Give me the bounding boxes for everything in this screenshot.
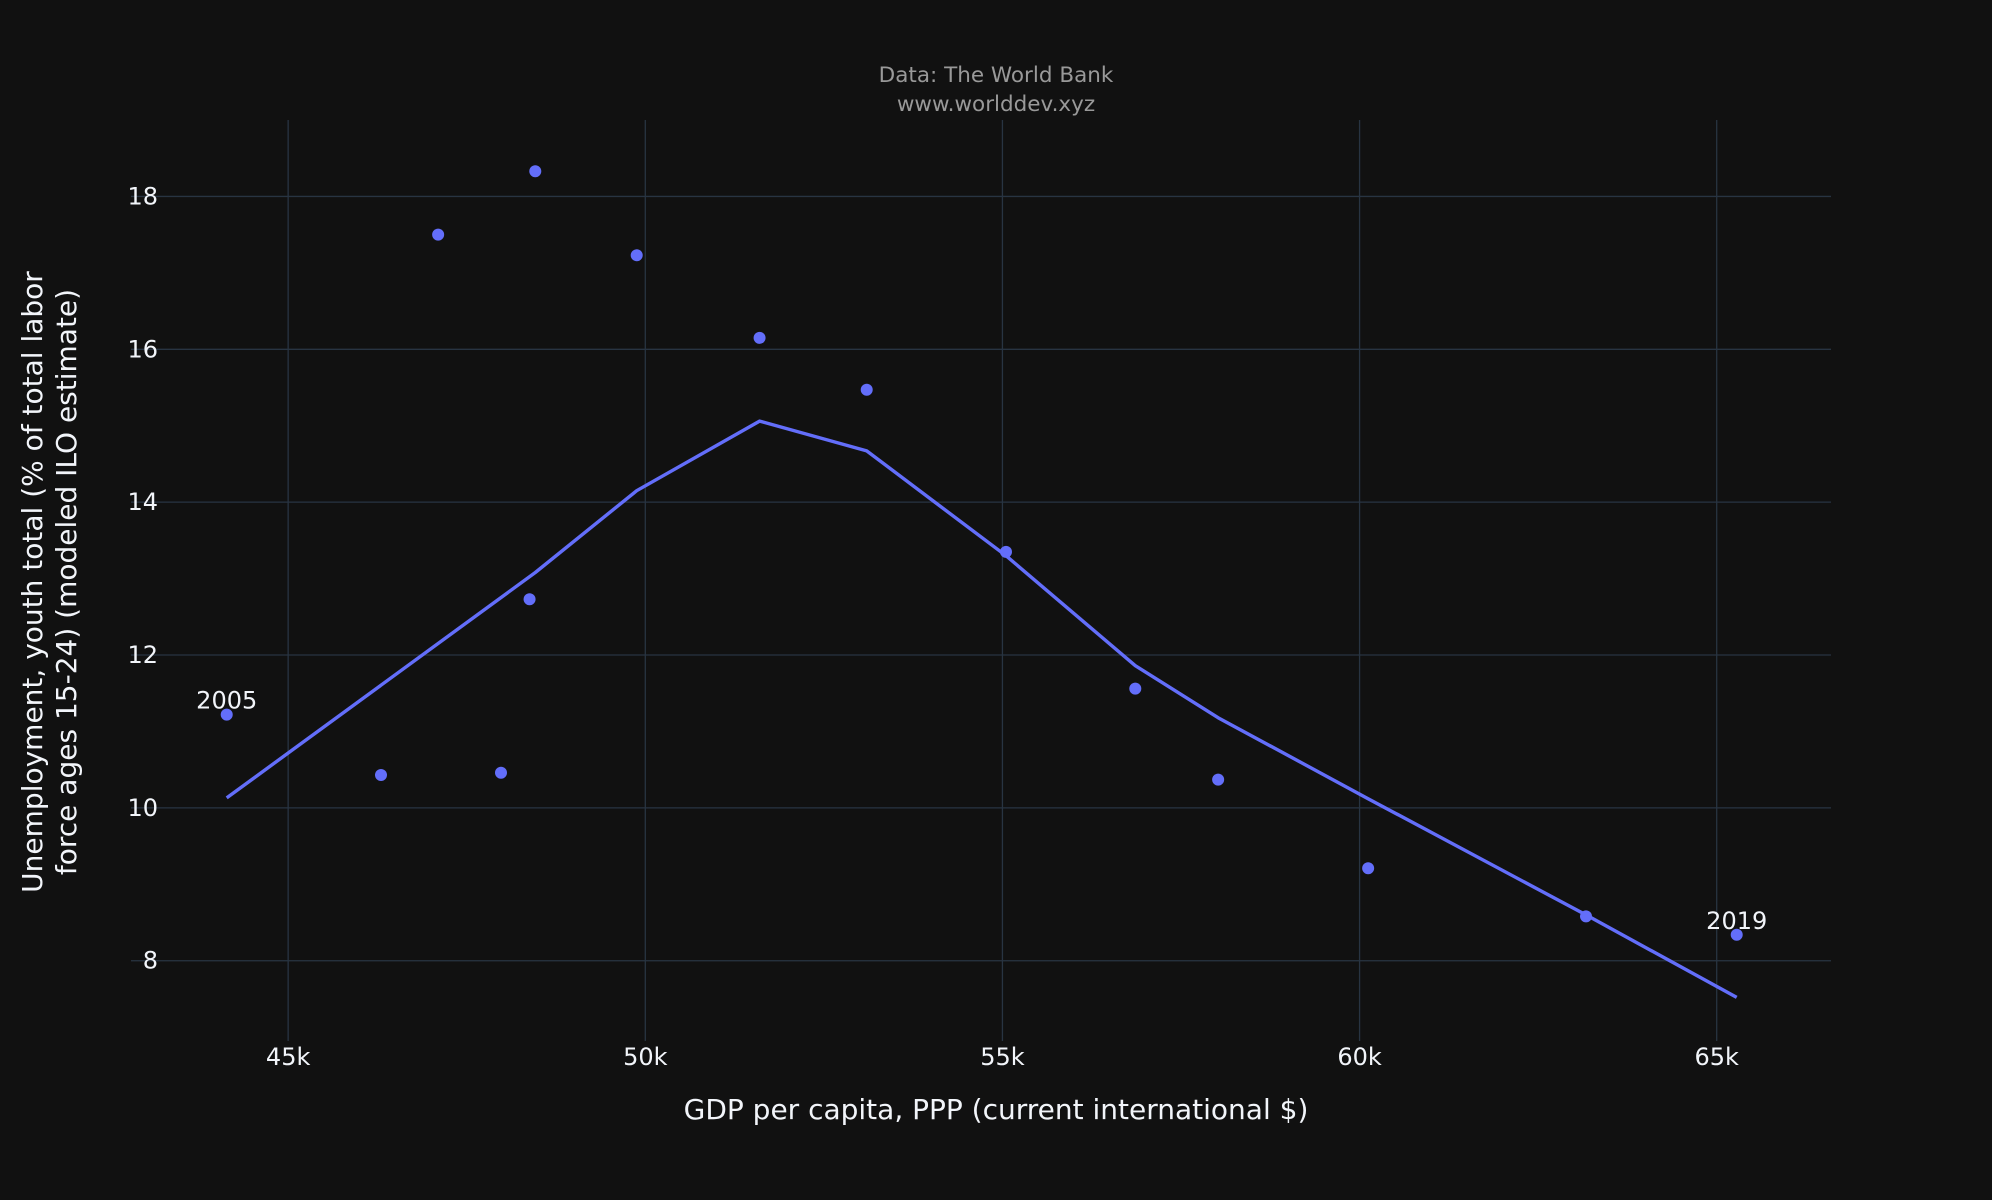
vertical-gridlines [287,120,1718,1041]
x-tick-label: 65k [1694,1043,1739,1071]
data-point [220,708,233,721]
data-point [1730,928,1743,941]
y-tick-label: 12 [127,641,158,669]
data-point [375,769,387,782]
data-point [860,383,873,396]
x-tick-label: 55k [980,1043,1025,1071]
y-axis-title-line-2: force ages 15-24) (modeled ILO estimate) [50,289,83,875]
data-points [220,165,1743,941]
y-axis-title: Unemployment, youth total (% of total la… [16,271,83,893]
y-axis-ticks: 8 10 12 14 16 18 [127,182,158,974]
point-label: 2005 [196,687,257,715]
point-labels: 2005 2019 [196,687,1767,935]
data-point [432,228,445,241]
data-point [1580,910,1592,923]
x-tick-label: 45k [266,1043,311,1071]
y-tick-label: 8 [143,947,158,975]
horizontal-gridlines [131,195,1831,962]
x-axis-title: GDP per capita, PPP (current internation… [684,1093,1309,1126]
data-point [1129,682,1142,695]
x-axis-ticks: 45k 50k 55k 60k 65k [266,1043,1739,1071]
data-point [495,766,507,779]
data-point [1362,862,1375,875]
data-point [630,249,643,262]
data-point [529,165,542,178]
y-tick-label: 10 [127,794,158,822]
data-point [1000,545,1012,558]
caption-source: Data: The World Bank [879,63,1114,88]
point-label: 2019 [1706,907,1767,935]
data-point [1212,773,1225,786]
y-axis-title-line-1: Unemployment, youth total (% of total la… [16,271,49,893]
x-tick-label: 50k [623,1043,668,1071]
y-tick-label: 16 [127,335,158,363]
data-point [523,593,536,606]
x-tick-label: 60k [1337,1043,1382,1071]
data-point [753,331,766,344]
y-tick-label: 14 [127,488,158,516]
caption-url: www.worlddev.xyz [897,92,1095,117]
y-tick-label: 18 [127,182,158,210]
